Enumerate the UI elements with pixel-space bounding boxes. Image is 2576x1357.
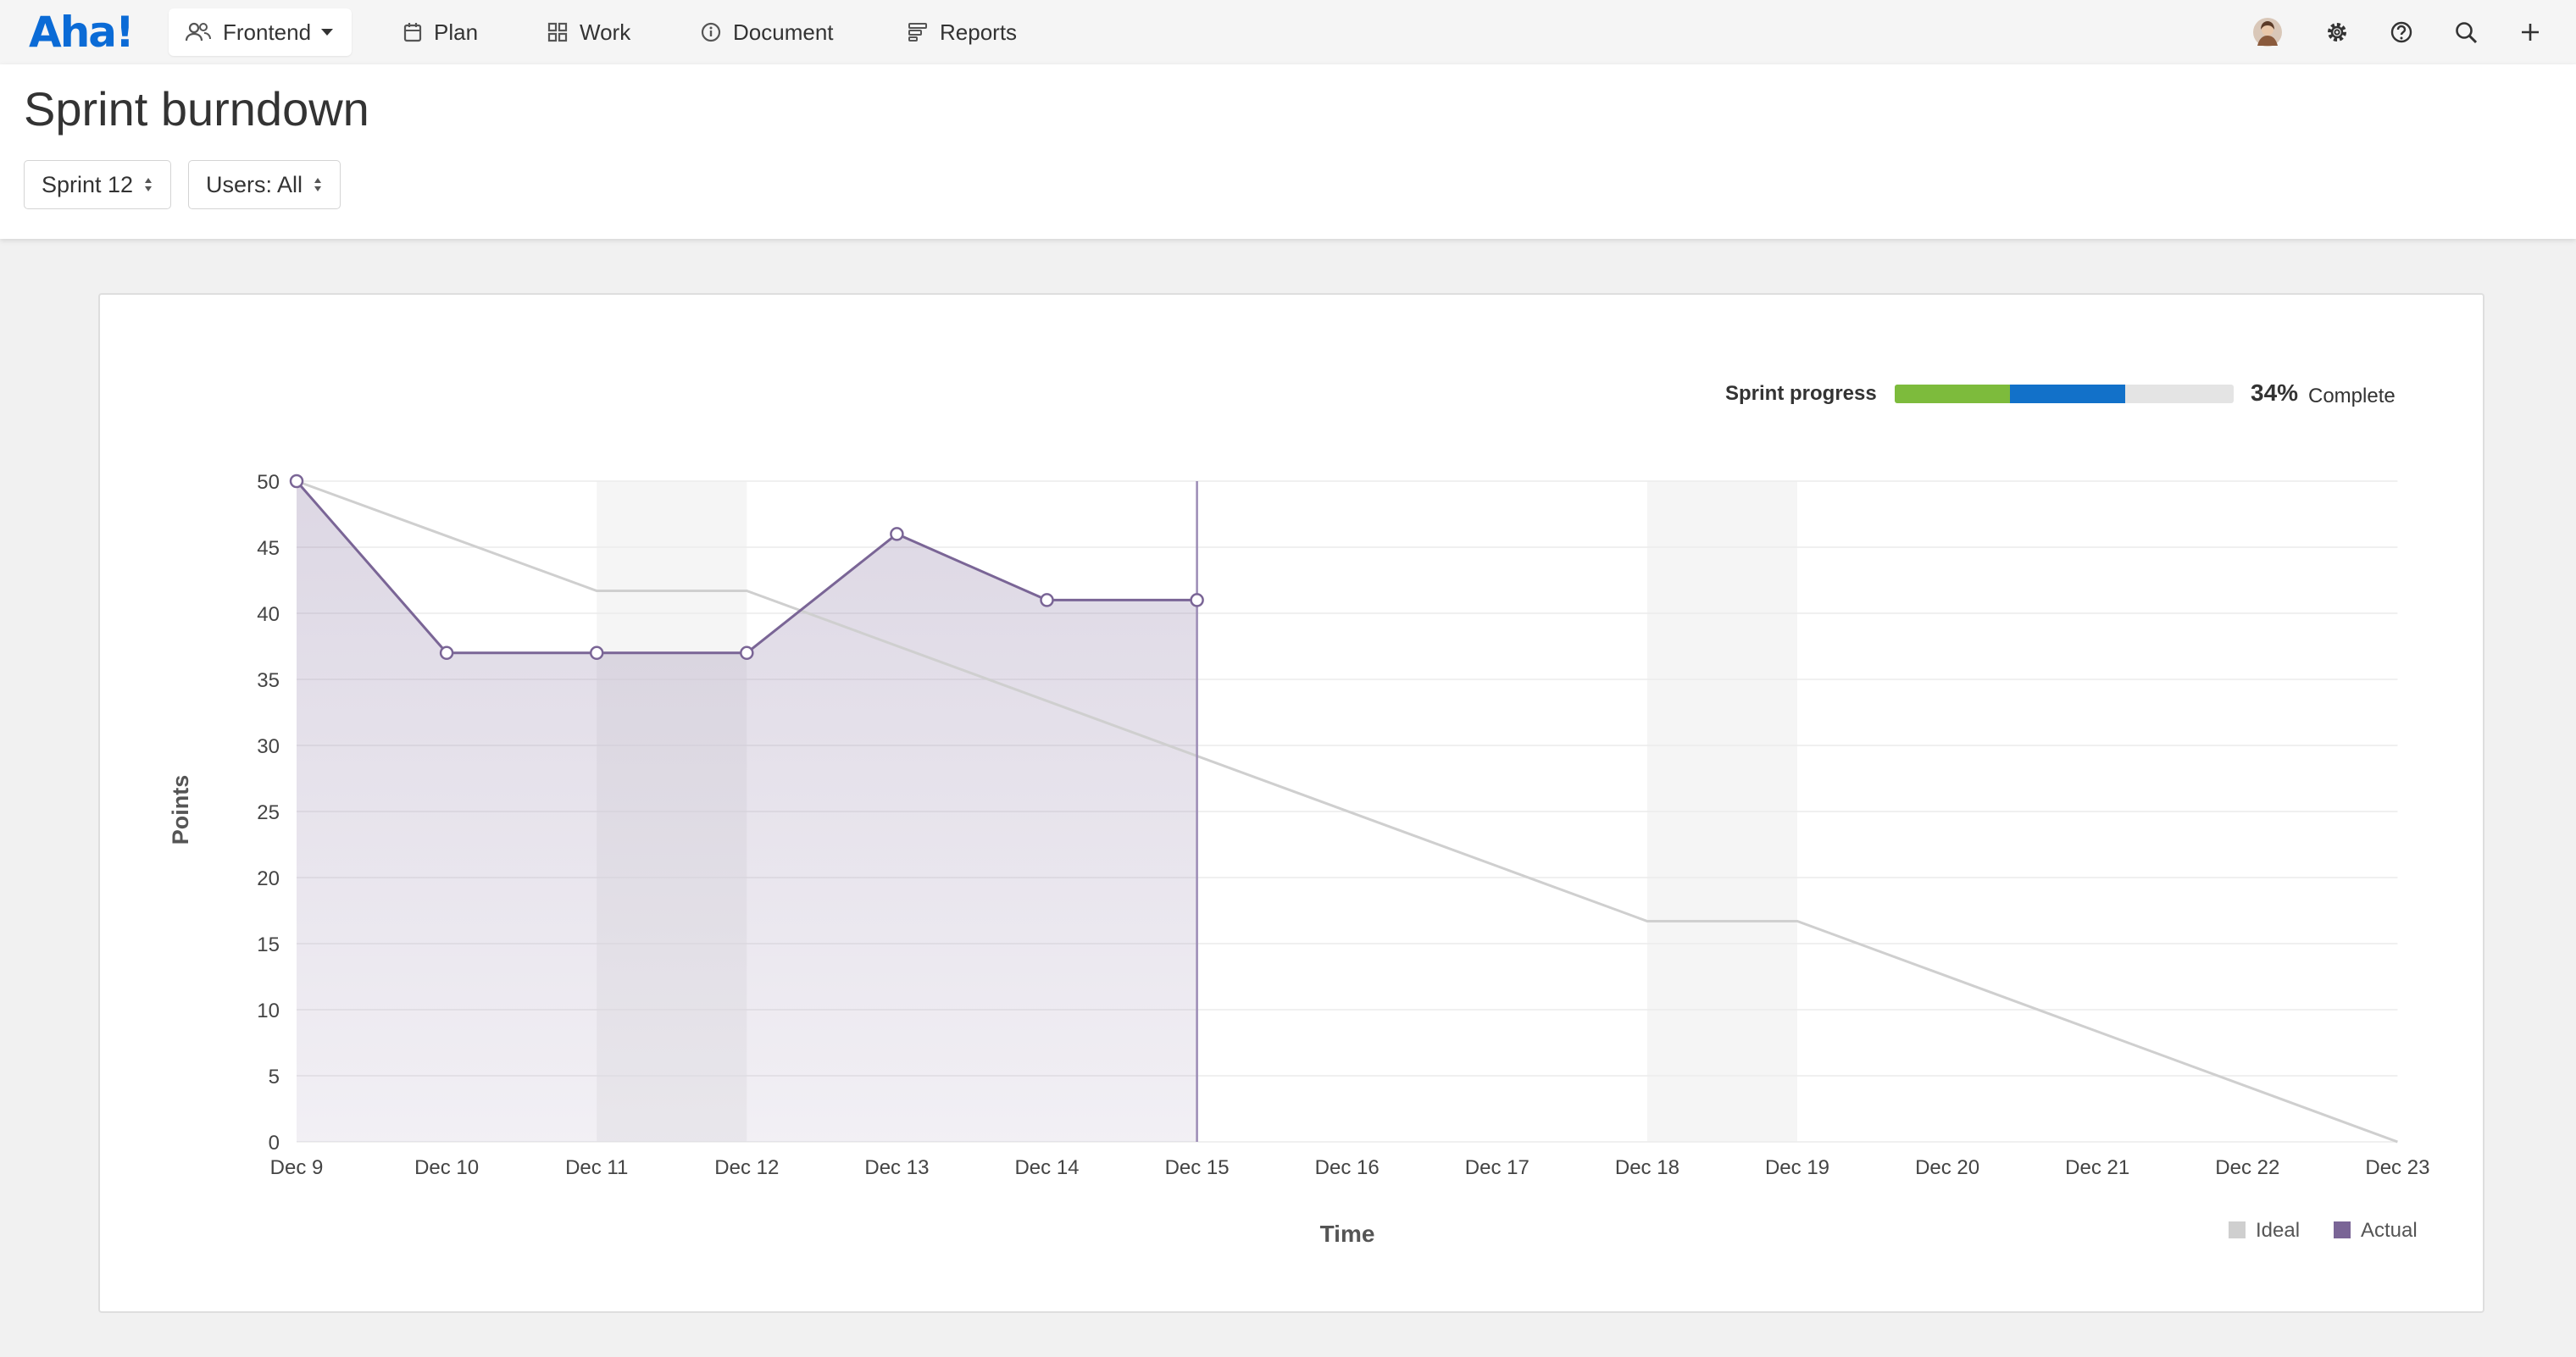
avatar-image (2253, 18, 2282, 47)
x-tick-label: Dec 13 (864, 1156, 929, 1179)
x-tick-label: Dec 9 (270, 1156, 324, 1179)
sprint-progress-bar (1895, 385, 2234, 403)
actual-area-fill (297, 481, 1197, 1142)
top-nav-bar: Aha! Frontend Plan Work (0, 0, 2576, 64)
nav-plan-label: Plan (434, 19, 479, 45)
plus-icon (2522, 24, 2539, 41)
y-tick-label: 20 (257, 867, 280, 890)
progress-percent: 34% (2251, 379, 2299, 406)
x-tick-label: Dec 12 (714, 1156, 779, 1179)
x-tick-label: Dec 21 (2065, 1156, 2129, 1179)
x-tick-label: Dec 14 (1014, 1156, 1079, 1179)
y-axis-ticks: 0 5 10 15 20 25 30 35 40 45 50 (257, 471, 280, 1155)
sprint-progress-label: Sprint progress (1725, 382, 1877, 405)
avatar[interactable] (2251, 15, 2285, 49)
sprint-select-value: Sprint 12 (42, 171, 134, 197)
nav-reports[interactable]: Reports (908, 8, 1017, 56)
users-icon (186, 22, 211, 42)
nav-document[interactable]: Document (701, 8, 834, 56)
users-select-value: Users: All (206, 171, 303, 197)
actual-point (1190, 593, 1204, 607)
info-icon (701, 22, 721, 42)
page-title: Sprint burndown (24, 82, 369, 136)
actual-series (289, 474, 1204, 661)
x-tick-label: Dec 15 (1165, 1156, 1230, 1179)
gear-icon (2328, 23, 2346, 42)
y-tick-label: 30 (257, 735, 280, 758)
actual-point (890, 527, 904, 541)
progress-complete-word: Complete (2308, 385, 2396, 407)
x-tick-label: Dec 18 (1615, 1156, 1679, 1179)
calendar-icon (403, 23, 422, 42)
help-icon (2390, 21, 2412, 43)
nav-document-label: Document (733, 19, 834, 45)
legend-swatch (2334, 1221, 2351, 1238)
reports-icon (908, 23, 927, 42)
y-tick-label: 15 (257, 933, 280, 956)
actual-point (439, 645, 454, 661)
page-header: Sprint burndown Sprint 12 Users: All (0, 64, 2576, 239)
workspace-switcher[interactable]: Frontend (169, 8, 353, 56)
actual-area (297, 481, 1197, 1142)
actual-point (1040, 593, 1054, 607)
y-tick-label: 50 (257, 471, 280, 494)
y-tick-label: 45 (257, 537, 280, 560)
actual-point (289, 474, 304, 489)
progress-completed-segment (1895, 385, 2010, 403)
nav-reports-label: Reports (940, 19, 1018, 45)
legend-label: Ideal (2256, 1219, 2300, 1242)
sort-arrows-icon (313, 176, 323, 193)
sprint-select[interactable]: Sprint 12 (24, 160, 172, 209)
progress-in-progress-segment (2010, 385, 2125, 403)
x-tick-label: Dec 22 (2215, 1156, 2279, 1179)
y-tick-label: 5 (269, 1066, 280, 1088)
nav-work-label: Work (580, 19, 631, 45)
x-tick-label: Dec 19 (1765, 1156, 1829, 1179)
y-tick-label: 40 (257, 603, 280, 626)
workspace-label: Frontend (223, 19, 312, 45)
x-tick-label: Dec 17 (1465, 1156, 1530, 1179)
search-button[interactable] (2449, 15, 2483, 49)
x-axis-ticks: Dec 9 Dec 10 Dec 11 Dec 12 Dec 13 Dec 14 Dec 1… (270, 1156, 2430, 1179)
help-button[interactable] (2384, 15, 2418, 49)
nav-plan[interactable]: Plan (403, 8, 478, 56)
x-axis-label: Time (1320, 1221, 1375, 1247)
nav-work[interactable]: Work (547, 8, 630, 56)
users-select[interactable]: Users: All (188, 160, 341, 209)
x-tick-label: Dec 11 (565, 1156, 628, 1179)
y-axis-label: Points (168, 775, 193, 845)
y-tick-label: 0 (269, 1132, 280, 1155)
caret-down-icon (321, 29, 334, 36)
x-tick-label: Dec 23 (2365, 1156, 2429, 1179)
add-button[interactable] (2513, 15, 2547, 49)
x-tick-label: Dec 16 (1315, 1156, 1380, 1179)
legend-label: Actual (2361, 1219, 2418, 1242)
y-tick-label: 35 (257, 669, 280, 692)
y-tick-label: 25 (257, 801, 280, 824)
search-icon (2456, 22, 2478, 44)
actual-point (589, 645, 604, 661)
actual-point (740, 645, 754, 661)
sort-arrows-icon (143, 176, 153, 193)
chart-legend: Ideal Actual (2229, 1219, 2418, 1242)
x-tick-label: Dec 20 (1915, 1156, 1979, 1179)
aha-logo[interactable]: Aha! (29, 8, 135, 57)
x-tick-label: Dec 10 (414, 1156, 479, 1179)
legend-swatch (2229, 1221, 2246, 1238)
y-tick-label: 10 (257, 1000, 280, 1022)
settings-button[interactable] (2320, 15, 2354, 49)
burndown-card: Sprint progress 34% Complete 0 5 10 15 20 25 3… (98, 293, 2484, 1313)
grid-icon (547, 22, 568, 42)
